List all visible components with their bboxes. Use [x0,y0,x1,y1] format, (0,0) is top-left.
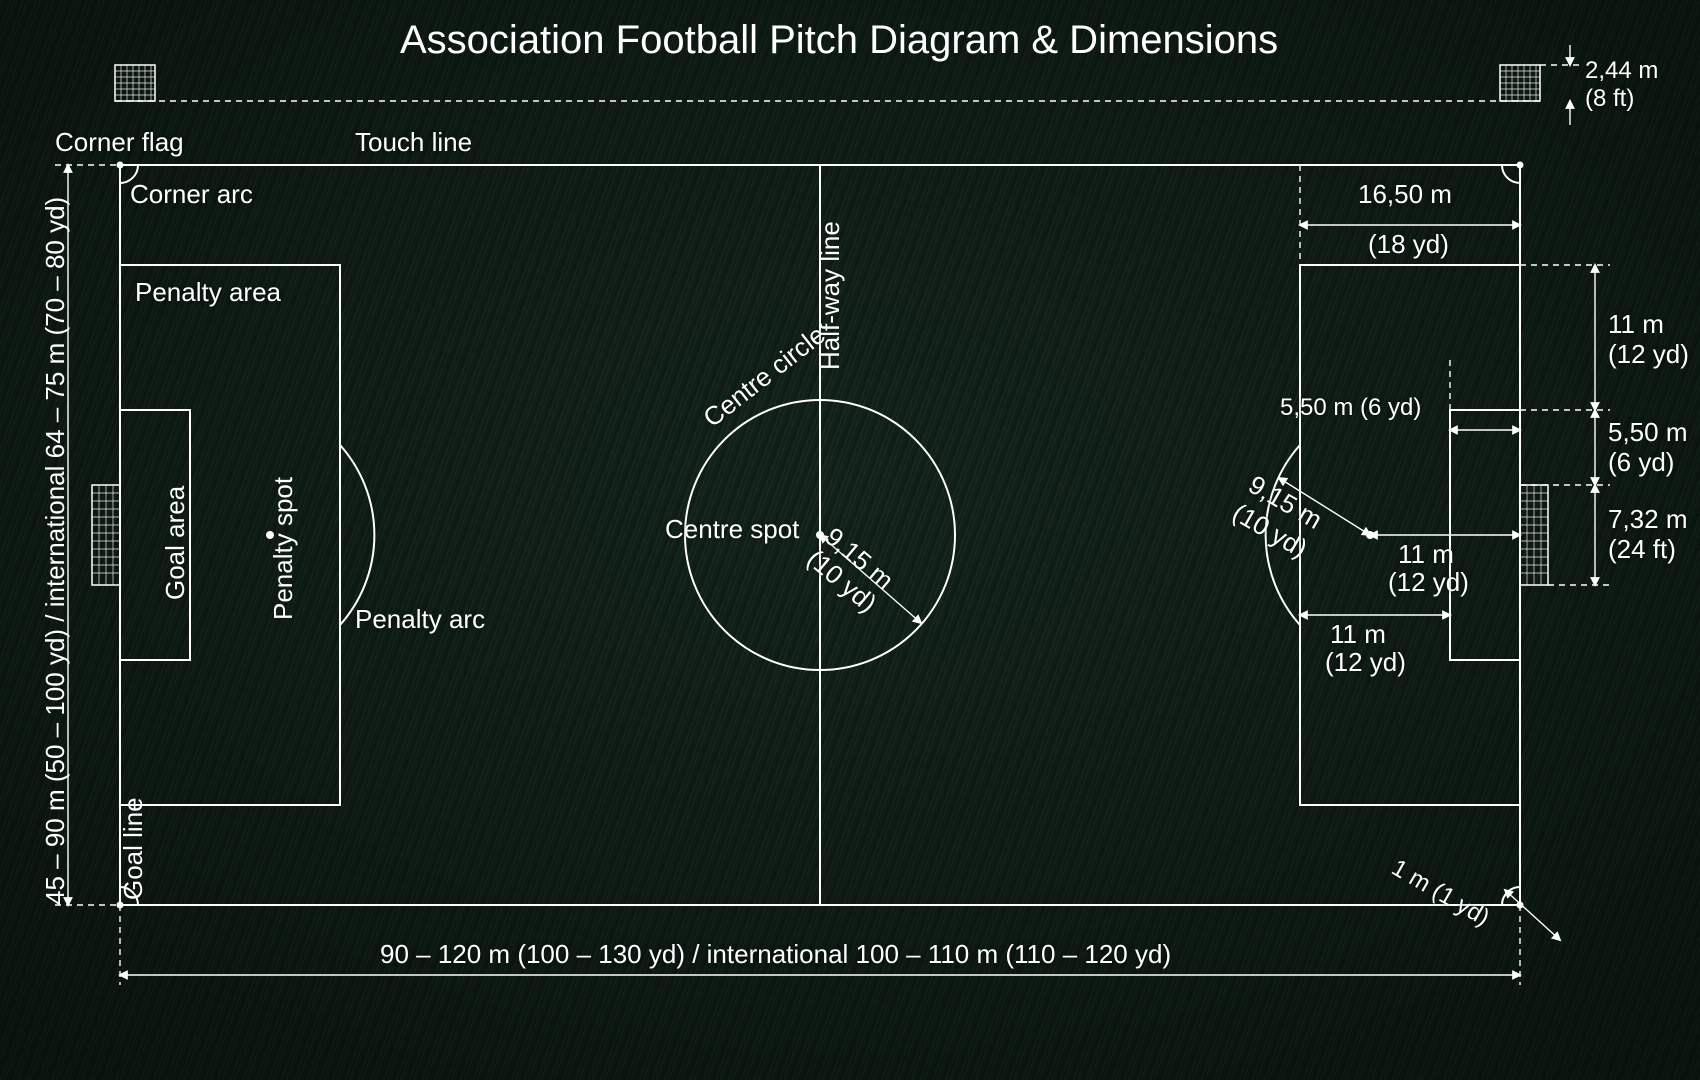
dim-goal-width-m: 7,32 m [1608,505,1688,534]
dim-goal-height-m: 2,44 m [1585,58,1658,84]
label-corner-arc: Corner arc [130,180,253,209]
label-penalty-area: Penalty area [135,278,281,307]
label-penalty-spot: Penalty spot [268,477,299,620]
dim-six-yd-yd: (6 yd) [1608,448,1674,477]
dim-goal-width-ft: (24 ft) [1608,535,1676,564]
dim-pen-spot-m: 11 m [1398,540,1454,569]
dim-goal-height-ft: (8 ft) [1585,86,1634,112]
diagram-title: Association Football Pitch Diagram & Dim… [400,18,1278,63]
dim-pen-spot-yd: (12 yd) [1388,568,1469,597]
dim-pen-halfwidth-yd: (12 yd) [1325,648,1406,677]
dim-pitch-length: 90 – 120 m (100 – 130 yd) / internationa… [380,940,1171,969]
label-corner-flag: Corner flag [55,128,184,157]
dim-six-yd-inline: 5,50 m (6 yd) [1280,395,1421,421]
label-goal-area: Goal area [160,486,191,600]
dim-eleven-m-side-yd: (12 yd) [1608,340,1689,369]
dim-eighteen-yd-m: 16,50 m [1358,180,1452,209]
dim-pitch-width: 45 – 90 m (50 – 100 yd) / international … [40,197,71,905]
dim-eighteen-yd-yd: (18 yd) [1368,230,1449,259]
label-goal-line: Goal line [118,797,149,900]
dim-pen-halfwidth-m: 11 m [1330,620,1386,649]
label-centre-spot: Centre spot [665,515,799,544]
dim-eleven-m-side-m: 11 m [1608,310,1664,339]
pitch-diagram: Association Football Pitch Diagram & Dim… [0,0,1700,1080]
dim-six-yd-m: 5,50 m [1608,418,1688,447]
label-penalty-arc: Penalty arc [355,605,485,634]
label-touch-line: Touch line [355,128,472,157]
